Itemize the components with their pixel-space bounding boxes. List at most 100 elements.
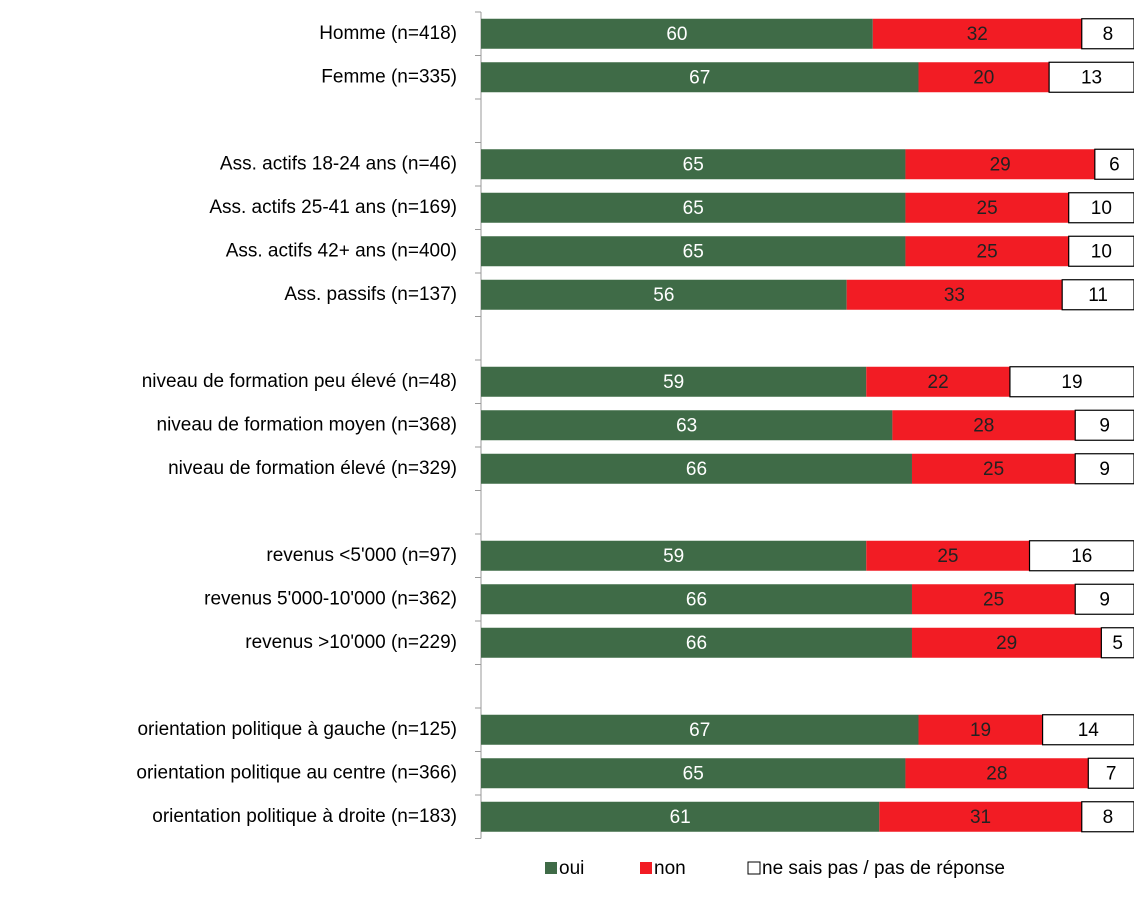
- value-label: 14: [1078, 720, 1100, 741]
- bar-segment: [481, 453, 912, 484]
- bar-segment: [879, 801, 1082, 832]
- value-label: 6: [1109, 154, 1120, 175]
- value-label: 66: [686, 633, 707, 654]
- value-label: 25: [937, 546, 958, 567]
- bar-segment: [481, 801, 880, 832]
- bar-segment: [481, 758, 906, 789]
- bar-segment: [866, 540, 1030, 571]
- bar-segment: [1068, 235, 1134, 267]
- value-label: 29: [990, 154, 1011, 175]
- legend-label: oui: [559, 858, 584, 879]
- legend-label: non: [654, 858, 686, 879]
- bar-segment: [481, 584, 912, 615]
- value-label: 59: [663, 372, 684, 393]
- category-label: orientation politique à droite (n=183): [152, 806, 457, 827]
- bar-segment: [905, 149, 1095, 180]
- bar-segment: [846, 279, 1063, 310]
- bar-segment: [905, 192, 1069, 223]
- bar-segment: [1087, 757, 1134, 789]
- value-label: 25: [977, 198, 998, 219]
- value-label: 29: [996, 633, 1017, 654]
- value-label: 61: [670, 807, 691, 828]
- category-label: revenus <5'000 (n=97): [266, 545, 457, 566]
- value-label: 56: [653, 285, 674, 306]
- legend-label: ne sais pas / pas de réponse: [762, 858, 1005, 879]
- bar-segment: [481, 627, 912, 658]
- value-label: 65: [683, 154, 704, 175]
- bar-segment: [918, 714, 1043, 745]
- bar-segment: [866, 366, 1010, 397]
- value-label: 16: [1071, 546, 1092, 567]
- category-label: Ass. actifs 18-24 ans (n=46): [220, 153, 457, 174]
- value-label: 25: [977, 241, 998, 262]
- value-label: 65: [683, 763, 704, 784]
- bar-segment: [911, 584, 1076, 615]
- value-label: 19: [1061, 372, 1082, 393]
- value-label: 10: [1091, 241, 1112, 262]
- value-label: 25: [983, 459, 1004, 480]
- bar-segment: [1081, 18, 1134, 50]
- category-label: niveau de formation peu élevé (n=48): [142, 371, 457, 392]
- bar-segment: [918, 62, 1050, 93]
- category-label: revenus >10'000 (n=229): [245, 632, 457, 653]
- bar-segment: [1061, 279, 1134, 311]
- bar-segment: [481, 540, 867, 571]
- legend-swatch: [545, 862, 557, 874]
- category-label: Ass. passifs (n=137): [284, 284, 457, 305]
- bar-segment: [481, 62, 919, 93]
- bar-segment: [481, 192, 906, 223]
- value-label: 9: [1099, 459, 1110, 480]
- value-label: 9: [1099, 415, 1110, 436]
- value-label: 33: [944, 285, 965, 306]
- bar-segment: [905, 236, 1069, 267]
- value-label: 22: [928, 372, 949, 393]
- bar-segment: [481, 410, 893, 441]
- category-label: revenus 5'000-10'000 (n=362): [204, 588, 457, 609]
- value-label: 59: [663, 546, 684, 567]
- legend-swatch: [640, 862, 652, 874]
- bar-segment: [1081, 801, 1134, 833]
- bar-segment: [1074, 409, 1134, 441]
- value-label: 8: [1103, 807, 1114, 828]
- bar-segment: [1094, 148, 1134, 180]
- bar-segment: [481, 714, 919, 745]
- bar-segment: [905, 758, 1089, 789]
- bar-segment: [481, 279, 847, 310]
- value-label: 65: [683, 241, 704, 262]
- category-label: Femme (n=335): [321, 66, 457, 87]
- category-label: Ass. actifs 42+ ans (n=400): [226, 240, 457, 261]
- value-label: 13: [1081, 67, 1102, 88]
- bar-segment: [911, 453, 1076, 484]
- bar-segment: [1028, 540, 1134, 572]
- value-label: 19: [970, 720, 991, 741]
- bar-segment: [481, 236, 906, 267]
- category-label: orientation politique à gauche (n=125): [137, 719, 457, 740]
- value-label: 28: [986, 763, 1007, 784]
- bar-segment: [1041, 714, 1134, 746]
- category-label: Homme (n=418): [319, 23, 457, 44]
- bar-segment: [1074, 453, 1134, 485]
- value-label: 25: [983, 589, 1004, 610]
- value-label: 66: [686, 459, 707, 480]
- bar-segment: [481, 18, 873, 49]
- bar-segment: [1074, 583, 1134, 615]
- legend-swatch: [747, 861, 761, 875]
- category-label: niveau de formation moyen (n=368): [157, 414, 457, 435]
- value-label: 28: [973, 415, 994, 436]
- bar-segment: [911, 627, 1102, 658]
- value-label: 9: [1099, 589, 1110, 610]
- value-label: 32: [967, 24, 988, 45]
- bar-segment: [892, 410, 1076, 441]
- value-label: 11: [1088, 285, 1108, 306]
- value-label: 63: [676, 415, 697, 436]
- bar-segment: [872, 18, 1082, 49]
- category-label: niveau de formation élevé (n=329): [168, 458, 457, 479]
- bar-segment: [1048, 61, 1134, 93]
- value-label: 31: [970, 807, 991, 828]
- value-label: 67: [689, 720, 710, 741]
- value-label: 7: [1106, 763, 1117, 784]
- value-label: 65: [683, 198, 704, 219]
- value-label: 20: [973, 67, 994, 88]
- value-label: 5: [1112, 633, 1123, 654]
